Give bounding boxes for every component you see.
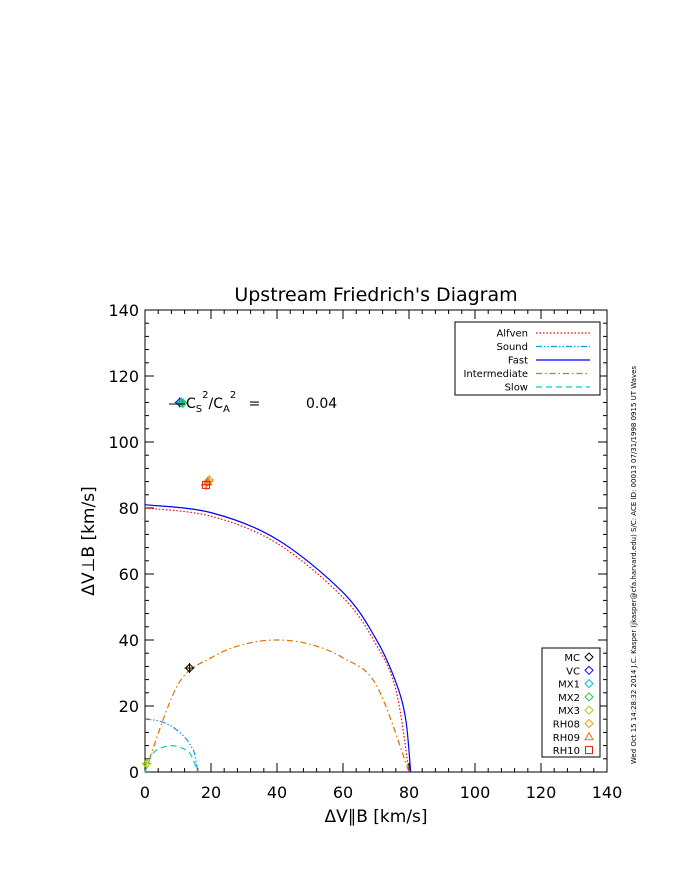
curves-layer	[144, 504, 412, 773]
axis-tick-labels: 0 20 40 60 80 100 120 140 0 20 40 60 80 100 120 140	[108, 301, 622, 802]
y-tick-label: 100	[108, 433, 139, 452]
legend-label-rh09: RH09	[553, 733, 580, 744]
y-tick-label: 120	[108, 367, 139, 386]
curve-sound	[144, 718, 199, 773]
ratio-label: CS2/CA2 =	[186, 390, 260, 415]
y-axis-label: ΔV⊥B [km/s]	[79, 486, 99, 595]
y-tick-label: 60	[119, 565, 139, 584]
legend-label-sound: Sound	[497, 342, 529, 353]
legend-label-mc: MC	[564, 653, 580, 664]
x-tick-label: 80	[399, 783, 419, 802]
legend-label-slow: Slow	[505, 383, 528, 394]
legend-label-alfven: Alfven	[496, 329, 528, 340]
marker-legend-box	[541, 647, 601, 758]
marker-legend: MC VC MX1 MX2 MX3 RH08 RH09 RH10	[541, 647, 601, 758]
curve-slow	[144, 744, 199, 773]
legend-label-rh08: RH08	[553, 720, 580, 731]
axis-ticks	[144, 309, 608, 773]
side-label: Wed Oct 15 14:28:32 2014 J.C. Kasper (jk…	[630, 366, 638, 765]
curve-intermediate	[144, 639, 410, 773]
legend-symbol-rh10	[585, 746, 593, 755]
x-tick-label: 0	[140, 783, 150, 802]
legend-symbol-mx3	[584, 705, 594, 715]
ratio-value: 0.04	[306, 396, 337, 412]
x-tick-label: 120	[526, 783, 557, 802]
curve-alfven	[144, 507, 410, 773]
x-axis-label: ΔV∥B [km/s]	[324, 807, 427, 827]
legend-label-fast: Fast	[508, 356, 528, 367]
marker-mx1	[176, 397, 187, 408]
x-tick-label: 100	[460, 783, 491, 802]
curve-fast	[144, 504, 412, 773]
legend-label-mx2: MX2	[558, 693, 580, 704]
legend-symbol-rh09	[584, 731, 594, 741]
x-tick-label: 40	[267, 783, 287, 802]
legend-symbol-mc	[584, 652, 594, 662]
x-tick-label: 140	[592, 783, 623, 802]
line-legend: Alfven Sound Fast Intermediate Slow	[454, 321, 601, 396]
plot-frame	[144, 309, 608, 773]
marker-rh10	[202, 480, 211, 489]
legend-label-vc: VC	[566, 666, 580, 677]
y-tick-label: 20	[119, 697, 139, 716]
markers-layer	[141, 397, 215, 769]
sound-alfven-ratio-annotation: CS2/CA2 = 0.04	[169, 390, 337, 415]
marker-mx3	[141, 759, 152, 769]
legend-label-intermediate: Intermediate	[463, 369, 528, 380]
y-tick-label: 80	[119, 499, 139, 518]
x-tick-label: 20	[201, 783, 221, 802]
legend-symbol-vc	[584, 665, 594, 676]
marker-vc	[174, 397, 185, 408]
marker-mc	[184, 663, 195, 673]
legend-symbol-rh08	[584, 718, 594, 729]
y-tick-label: 140	[108, 301, 139, 320]
chart-title: Upstream Friedrich's Diagram	[234, 284, 517, 306]
line-legend-box	[454, 321, 601, 396]
x-tick-label: 60	[333, 783, 353, 802]
legend-label-mx1: MX1	[558, 680, 580, 691]
legend-symbol-mx2	[584, 692, 594, 702]
marker-mx2	[178, 398, 188, 408]
y-tick-label: 40	[119, 631, 139, 650]
y-tick-label: 0	[129, 763, 139, 782]
legend-label-mx3: MX3	[558, 706, 580, 717]
legend-symbol-mx1	[584, 678, 594, 689]
legend-label-rh10: RH10	[553, 746, 580, 757]
